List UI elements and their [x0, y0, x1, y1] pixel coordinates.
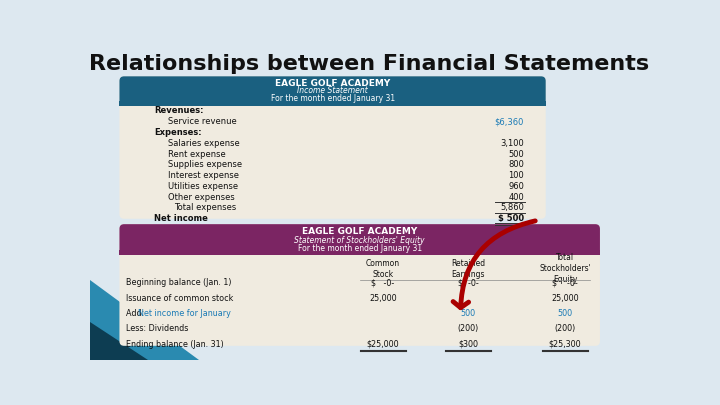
Text: For the month ended January 31: For the month ended January 31 [297, 244, 422, 253]
Text: Interest expense: Interest expense [168, 171, 239, 180]
Text: Less: Dividends: Less: Dividends [126, 324, 188, 333]
Text: $25,300: $25,300 [549, 340, 581, 349]
Bar [120, 250, 600, 255]
Text: 25,000: 25,000 [369, 294, 397, 303]
Text: 500: 500 [508, 149, 524, 159]
Text: Beginning balance (Jan. 1): Beginning balance (Jan. 1) [126, 278, 231, 287]
Text: Common
Stock: Common Stock [366, 259, 400, 279]
Text: 25,000: 25,000 [552, 294, 579, 303]
Text: Statement of Stockholders' Equity: Statement of Stockholders' Equity [294, 236, 425, 245]
Text: Issuance of common stock: Issuance of common stock [126, 294, 233, 303]
Text: For the month ended January 31: For the month ended January 31 [271, 94, 395, 103]
Polygon shape [90, 279, 199, 360]
Text: 3,100: 3,100 [500, 139, 524, 148]
Text: (200): (200) [458, 324, 479, 333]
Text: Utilities expense: Utilities expense [168, 182, 238, 191]
Polygon shape [90, 322, 148, 360]
Text: 400: 400 [508, 193, 524, 202]
Text: Rent expense: Rent expense [168, 149, 226, 159]
Text: EAGLE GOLF ACADEMY: EAGLE GOLF ACADEMY [302, 227, 418, 237]
Text: Ending balance (Jan. 31): Ending balance (Jan. 31) [126, 340, 223, 349]
Text: 5,860: 5,860 [500, 203, 524, 213]
Bar [120, 101, 546, 106]
Text: $6,360: $6,360 [495, 117, 524, 126]
Text: Revenues:: Revenues: [154, 107, 204, 115]
Text: Total
Stockholders'
Equity: Total Stockholders' Equity [539, 253, 591, 284]
Text: $   -0-: $ -0- [372, 278, 395, 287]
Text: $25,000: $25,000 [366, 340, 400, 349]
Text: $  -0-: $ -0- [458, 278, 479, 287]
Text: Retained
Earnings: Retained Earnings [451, 259, 485, 279]
FancyBboxPatch shape [120, 224, 600, 255]
FancyBboxPatch shape [120, 76, 546, 219]
Text: 500: 500 [557, 309, 572, 318]
Text: 100: 100 [508, 171, 524, 180]
Text: 800: 800 [508, 160, 524, 169]
Text: Net income for January: Net income for January [138, 309, 231, 318]
FancyBboxPatch shape [120, 224, 600, 346]
Text: (200): (200) [554, 324, 576, 333]
Text: 960: 960 [508, 182, 524, 191]
Text: Relationships between Financial Statements: Relationships between Financial Statemen… [89, 54, 649, 74]
Text: Salaries expense: Salaries expense [168, 139, 240, 148]
Text: Expenses:: Expenses: [154, 128, 202, 137]
Text: Income Statement: Income Statement [297, 86, 368, 96]
Text: Total expenses: Total expenses [174, 203, 237, 213]
Text: Net income: Net income [154, 214, 208, 223]
Text: $ 500: $ 500 [498, 214, 524, 223]
FancyBboxPatch shape [120, 76, 546, 106]
Text: Other expenses: Other expenses [168, 193, 235, 202]
Text: Service revenue: Service revenue [168, 117, 237, 126]
Text: 500: 500 [461, 309, 476, 318]
Text: $    -0-: $ -0- [552, 278, 578, 287]
Text: Supplies expense: Supplies expense [168, 160, 243, 169]
Text: EAGLE GOLF ACADEMY: EAGLE GOLF ACADEMY [275, 79, 390, 88]
Text: Add:: Add: [126, 309, 146, 318]
Text: $300: $300 [458, 340, 478, 349]
